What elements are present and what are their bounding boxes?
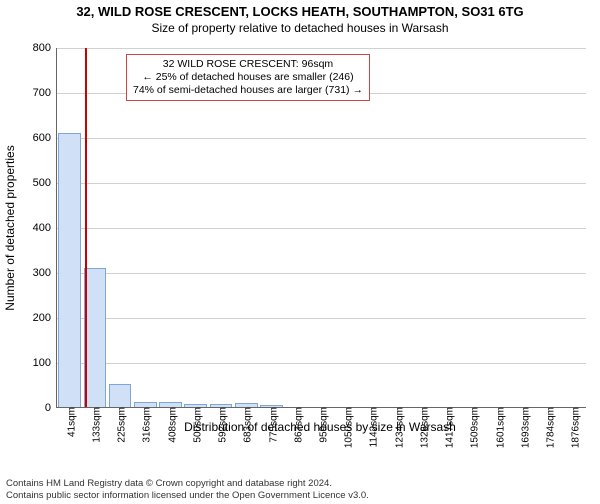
histogram-bar — [159, 402, 182, 407]
legend-box: 32 WILD ROSE CRESCENT: 96sqm ← 25% of de… — [126, 54, 370, 101]
gridline-h — [57, 318, 586, 319]
gridline-h — [57, 48, 586, 49]
histogram-bar — [109, 384, 132, 407]
y-tick-label: 600 — [33, 132, 57, 144]
legend-line-1: 32 WILD ROSE CRESCENT: 96sqm — [133, 58, 363, 71]
chart-title: 32, WILD ROSE CRESCENT, LOCKS HEATH, SOU… — [0, 4, 600, 19]
legend-line-2: ← 25% of detached houses are smaller (24… — [133, 71, 363, 84]
gridline-h — [57, 228, 586, 229]
histogram-bar — [84, 268, 107, 407]
y-tick-label: 800 — [33, 42, 57, 54]
chart-subtitle: Size of property relative to detached ho… — [0, 21, 600, 35]
footer-line-2: Contains public sector information licen… — [6, 490, 369, 502]
gridline-h — [57, 363, 586, 364]
histogram-bar — [184, 404, 207, 407]
y-tick-label: 400 — [33, 222, 57, 234]
y-tick-label: 0 — [45, 402, 57, 414]
footer-attribution: Contains HM Land Registry data © Crown c… — [6, 478, 369, 502]
gridline-h — [57, 138, 586, 139]
histogram-bar — [58, 133, 81, 407]
gridline-h — [57, 273, 586, 274]
footer-line-1: Contains HM Land Registry data © Crown c… — [6, 478, 369, 490]
y-tick-label: 500 — [33, 177, 57, 189]
histogram-bar — [260, 405, 283, 407]
y-axis-label: Number of detached properties — [3, 145, 17, 310]
x-axis-label: Distribution of detached houses by size … — [0, 420, 600, 434]
y-tick-label: 300 — [33, 267, 57, 279]
y-tick-label: 200 — [33, 312, 57, 324]
histogram-bar — [134, 402, 157, 407]
histogram-bar — [210, 404, 233, 407]
y-tick-label: 100 — [33, 357, 57, 369]
reference-line — [85, 48, 87, 407]
gridline-h — [57, 183, 586, 184]
histogram-bar — [235, 403, 258, 408]
y-tick-label: 700 — [33, 87, 57, 99]
chart-area: 010020030040050060070080041sqm133sqm225s… — [56, 48, 586, 408]
legend-line-3: 74% of semi-detached houses are larger (… — [133, 84, 363, 97]
plot-region: 010020030040050060070080041sqm133sqm225s… — [56, 48, 586, 408]
